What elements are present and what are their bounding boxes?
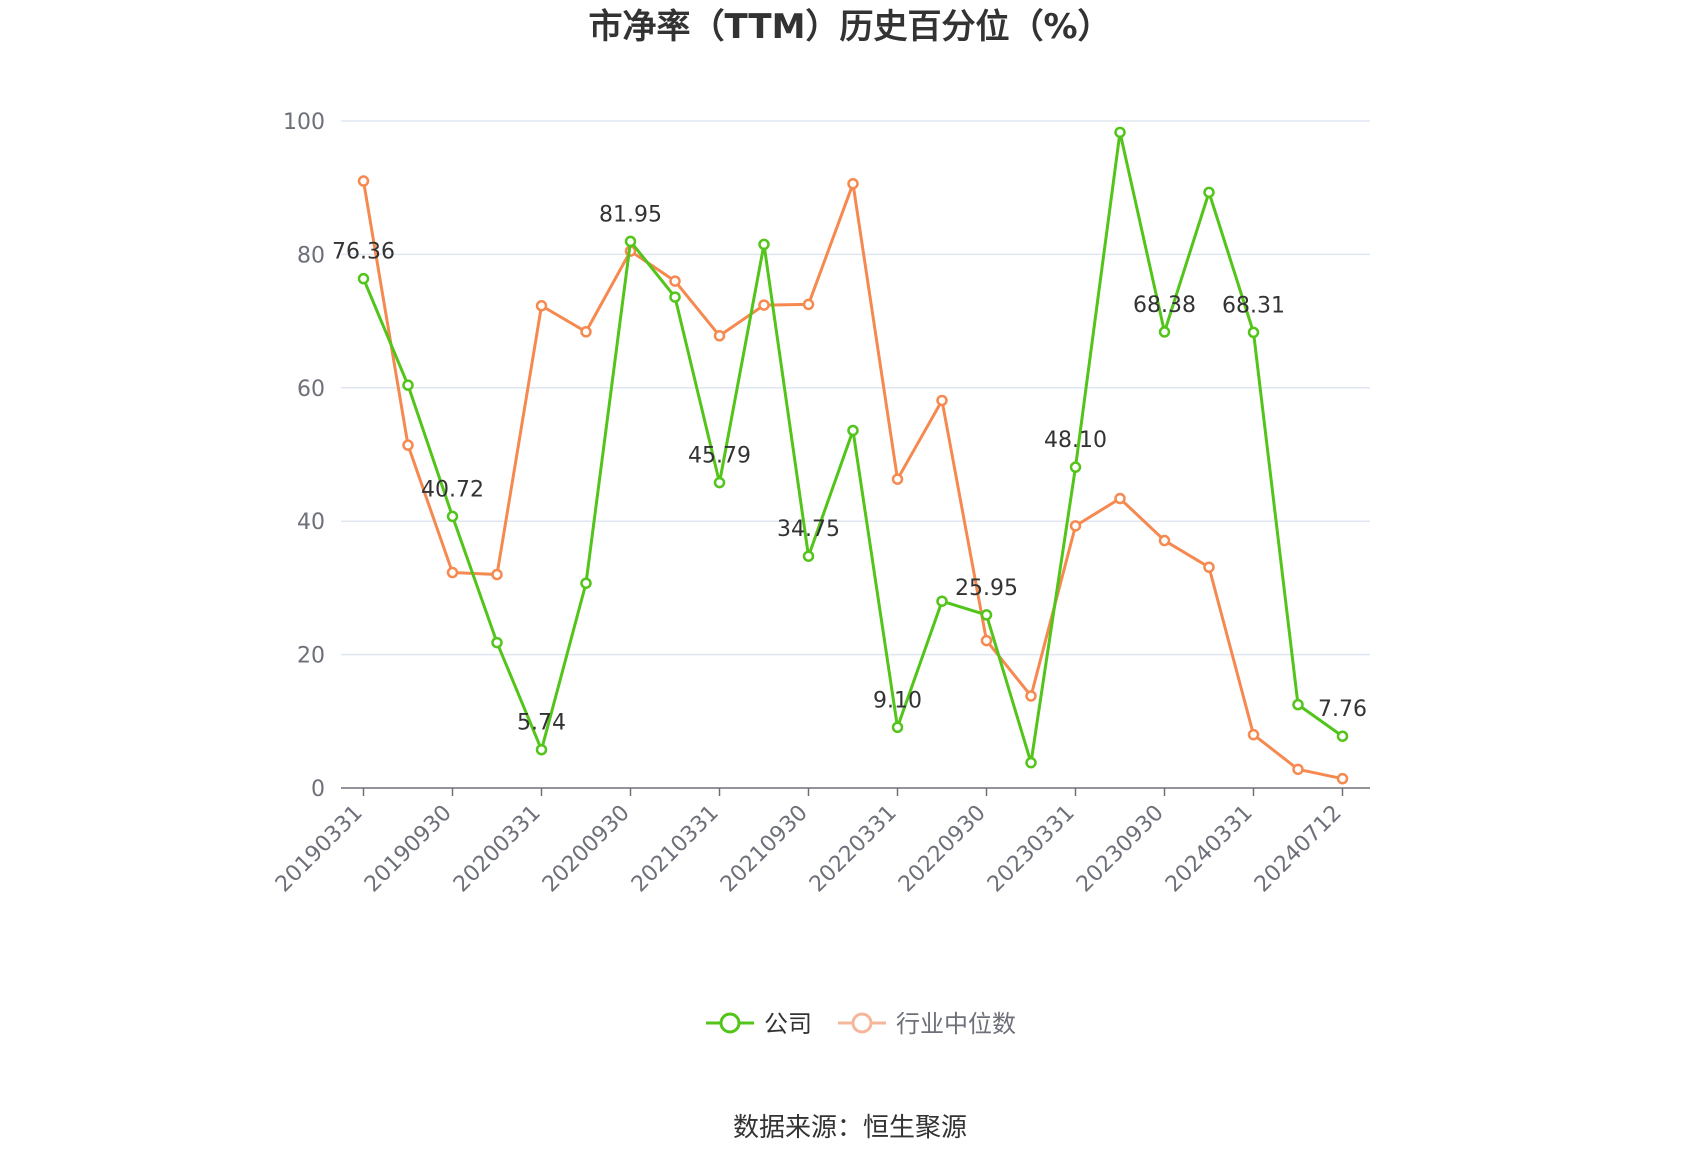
series-1-point (491, 568, 503, 581)
series-0-point (535, 743, 548, 756)
series-1-point (446, 566, 459, 579)
x-tick-label: 20190331 (271, 801, 368, 898)
series-0-point (357, 272, 370, 285)
series-1-point (1158, 534, 1171, 547)
x-tick-label: 20220331 (805, 801, 902, 898)
series-0-point (402, 379, 414, 391)
series-0-point (758, 238, 770, 251)
data-label: 68.31 (1222, 293, 1285, 318)
x-tick-label: 20210331 (627, 801, 724, 898)
series-0-point (1292, 698, 1304, 711)
series-0-point (669, 291, 681, 303)
data-label: 40.72 (421, 477, 484, 502)
y-tick-label: 0 (311, 777, 325, 802)
series-0-point (847, 424, 859, 437)
series-1-point (980, 634, 993, 647)
x-axis: 2019033120190930202003312020093020210331… (271, 787, 1370, 898)
data-label: 76.36 (332, 240, 395, 265)
data-label: 9.10 (873, 688, 922, 713)
y-tick-label: 20 (297, 644, 325, 669)
data-label: 68.38 (1133, 293, 1196, 318)
legend-label: 公司 (764, 1010, 812, 1038)
series-0-point (1336, 730, 1349, 742)
legend-item-0[interactable]: 公司 (706, 1010, 812, 1038)
series-0-point (1025, 756, 1037, 769)
data-label: 5.74 (517, 711, 566, 736)
chart-title: 市净率（TTM）历史百分位（%） (588, 7, 1111, 47)
y-tick-label: 80 (297, 243, 325, 268)
x-tick-label: 20200930 (538, 801, 635, 898)
series-0-point (446, 510, 459, 523)
series-1-point (758, 299, 770, 311)
x-tick-label: 20240712 (1250, 801, 1347, 898)
data-labels: 76.36 40.72 5.74 81.95 45.79 34.75 9.10 25.95 48… (332, 202, 1367, 735)
series-0-point (891, 721, 904, 734)
source-text: 数据来源：恒生聚源 (733, 1113, 967, 1143)
series-group (357, 126, 1349, 785)
series-0-point (980, 609, 993, 621)
grid (341, 120, 1370, 656)
x-tick-label: 20190930 (360, 801, 457, 898)
series-0-point (713, 476, 726, 489)
x-tick-label: 20230930 (1072, 801, 1169, 898)
series-1-point (713, 330, 726, 342)
legend-marker (851, 1012, 873, 1034)
series-0-point (580, 577, 592, 589)
y-tick-label: 60 (297, 377, 325, 402)
data-label: 48.10 (1044, 428, 1107, 453)
x-tick-label: 20200331 (449, 801, 546, 898)
series-1-point (936, 394, 948, 407)
data-label: 7.76 (1318, 697, 1367, 722)
series-1-point (1025, 690, 1037, 702)
series-0-point (1158, 326, 1171, 338)
series-0-point (1114, 126, 1126, 139)
series-line-0 (362, 130, 1344, 765)
series-0-point (936, 595, 948, 607)
series-1-point (1336, 772, 1349, 785)
series-1-point (1203, 561, 1215, 573)
series-line-1 (362, 180, 1343, 781)
series-1-point (802, 298, 815, 311)
series-1-point (1114, 492, 1126, 505)
series-0-point (624, 235, 637, 248)
x-tick-label: 20210930 (716, 801, 813, 898)
data-label: 34.75 (777, 517, 840, 542)
y-tick-label: 40 (297, 510, 325, 535)
series-0-point (1203, 186, 1215, 199)
series-1-point (1069, 520, 1082, 532)
x-tick-label: 20240331 (1161, 801, 1258, 898)
series-0-point (1069, 461, 1082, 473)
data-label: 25.95 (955, 576, 1018, 601)
series-1-point (891, 473, 904, 485)
series-0-point (802, 550, 815, 562)
x-tick-label: 20220930 (894, 801, 991, 898)
y-axis: 0 20 40 60 80 100 (283, 110, 325, 802)
series-0-point (491, 636, 503, 649)
legend-label: 行业中位数 (896, 1010, 1016, 1038)
series-1-point (1247, 728, 1260, 741)
legend-marker (719, 1012, 741, 1034)
y-tick-label: 100 (283, 110, 325, 135)
series-0-point (1247, 326, 1260, 339)
legend[interactable]: 公司 行业中位数 (706, 1010, 1016, 1038)
data-label: 45.79 (688, 444, 751, 469)
series-1-point (580, 326, 592, 338)
series-1-point (357, 175, 370, 187)
series-1-point (669, 275, 681, 287)
x-tick-label: 20230331 (983, 801, 1080, 898)
series-1-point (1292, 763, 1304, 776)
series-1-point (402, 439, 414, 451)
data-label: 81.95 (599, 202, 662, 227)
series-1-point (847, 177, 859, 190)
series-1-point (535, 300, 548, 312)
legend-item-1[interactable]: 行业中位数 (838, 1010, 1016, 1038)
